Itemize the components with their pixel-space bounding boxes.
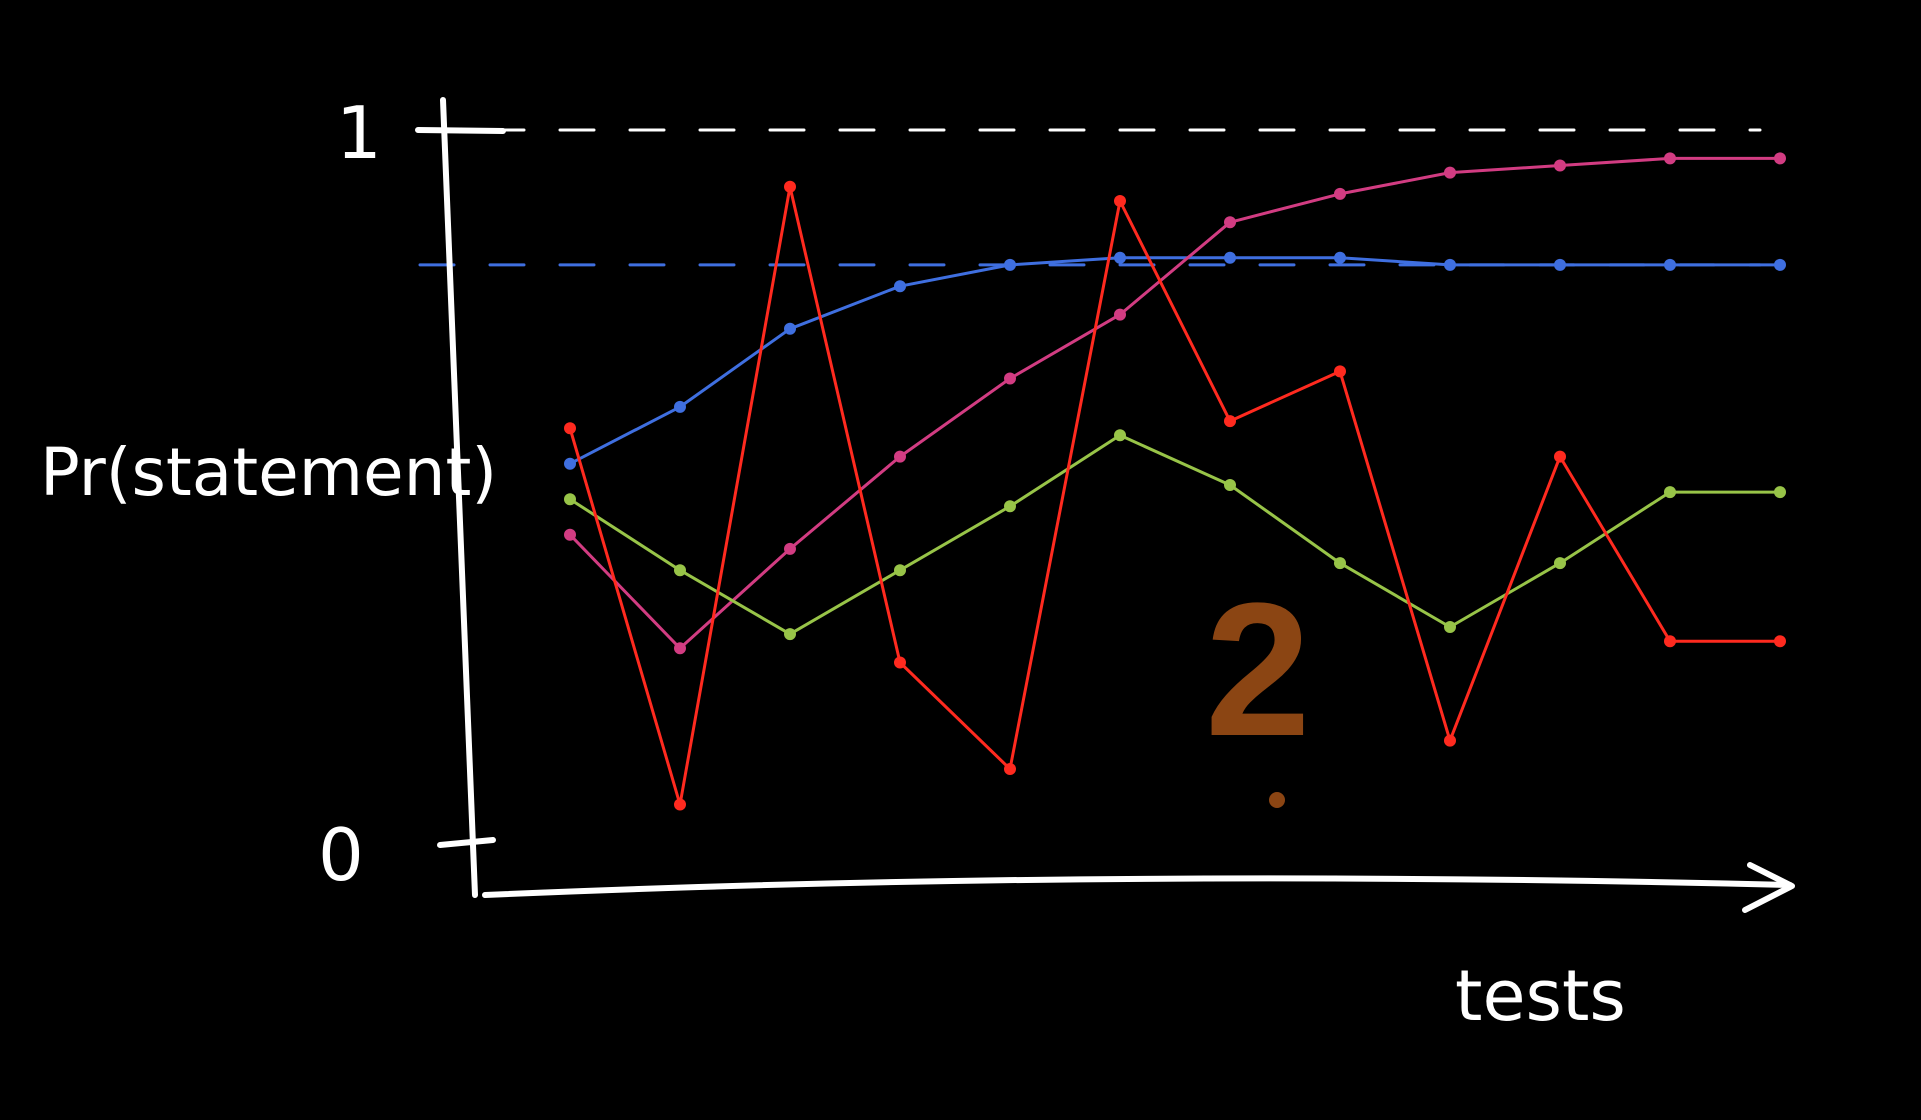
annotation-dot: [1269, 792, 1285, 808]
data-point-s3-10: [1664, 635, 1676, 648]
data-point-s3-4: [1004, 763, 1016, 775]
data-point-s3-3: [894, 656, 906, 669]
data-point-s2-6: [1224, 479, 1236, 491]
data-point-s1-8: [1444, 166, 1456, 179]
data-point-s0-11: [1774, 258, 1786, 271]
series-line-2: [568, 433, 1782, 636]
data-point-s3-5: [1114, 195, 1126, 207]
y-tick-label-1: 1: [336, 91, 382, 175]
data-point-s3-7: [1334, 365, 1346, 378]
data-point-s1-1: [674, 642, 686, 655]
data-point-s3-11: [1774, 635, 1786, 648]
data-point-s3-1: [674, 798, 686, 811]
data-point-s0-7: [1334, 251, 1346, 264]
data-point-s2-0: [564, 493, 576, 506]
data-point-s1-9: [1554, 159, 1566, 172]
axes: [415, 97, 1795, 913]
data-point-s0-1: [674, 400, 686, 413]
data-point-s2-4: [1004, 500, 1016, 513]
data-point-s0-6: [1224, 251, 1236, 264]
series-line-3: [568, 185, 1782, 806]
data-point-s1-10: [1664, 152, 1676, 165]
data-point-s1-7: [1334, 187, 1346, 200]
x-axis: [482, 875, 1793, 898]
data-point-s3-9: [1554, 450, 1566, 463]
data-point-s3-0: [564, 422, 576, 435]
reference-lines: [418, 128, 1762, 267]
data-point-s2-9: [1554, 557, 1566, 570]
data-point-s2-1: [674, 564, 686, 577]
data-point-s1-2: [784, 542, 796, 555]
data-point-s1-0: [564, 528, 576, 541]
data-point-s0-4: [1004, 258, 1016, 271]
data-point-s2-2: [784, 628, 796, 641]
data-point-s0-3: [894, 280, 906, 293]
data-point-s1-5: [1114, 308, 1126, 321]
y-tick-0: [437, 837, 496, 848]
data-point-s3-6: [1224, 415, 1236, 428]
y-axis-label: Pr(statement): [40, 434, 497, 511]
x-axis-arrowhead: [1742, 862, 1795, 913]
data-point-s0-5: [1114, 251, 1126, 264]
data-point-s1-11: [1774, 152, 1786, 165]
data-point-s0-9: [1554, 258, 1566, 271]
series-line-1: [568, 156, 1782, 650]
data-point-s3-8: [1444, 734, 1456, 747]
y-tick-1: [415, 127, 506, 134]
data-point-s3-2: [784, 180, 796, 193]
x-axis-label: tests: [1455, 955, 1626, 1037]
data-point-s2-3: [894, 564, 906, 577]
data-point-s1-3: [894, 450, 906, 463]
data-point-s2-10: [1664, 486, 1676, 499]
series-points: [564, 152, 1786, 811]
y-axis: [440, 97, 478, 898]
data-point-s2-5: [1114, 429, 1126, 442]
data-point-s2-11: [1774, 486, 1786, 499]
data-point-s2-7: [1334, 557, 1346, 570]
series-lines: [568, 156, 1782, 806]
y-tick-label-0: 0: [318, 813, 364, 897]
data-point-s0-2: [784, 322, 796, 335]
data-point-s1-4: [1004, 372, 1016, 385]
series-line-0: [568, 256, 1782, 466]
data-point-s2-8: [1444, 621, 1456, 633]
data-point-s0-8: [1444, 258, 1456, 271]
data-point-s0-10: [1664, 258, 1676, 271]
data-point-s1-6: [1224, 216, 1236, 229]
data-point-s0-0: [564, 457, 576, 470]
annotation-2: 2: [1205, 564, 1311, 776]
